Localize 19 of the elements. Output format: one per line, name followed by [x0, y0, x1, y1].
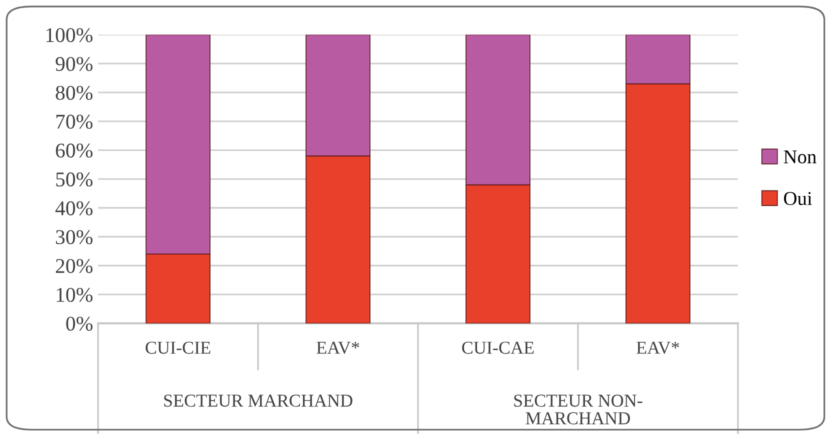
y-tick-label: 70%: [56, 114, 92, 129]
y-tick-label: 100%: [46, 28, 92, 42]
text: SECTEUR MARCHAND: [164, 394, 352, 407]
y-tick-label: 60%: [56, 144, 92, 158]
x-tick-label: CUI-CIE: [146, 342, 210, 354]
y-tick-label: 30%: [56, 230, 92, 244]
y-tick-label: 80%: [56, 86, 92, 100]
y-tick-label: 0%: [66, 316, 92, 331]
y-tick-label: 50%: [56, 172, 92, 187]
y-tick-label: 90%: [56, 56, 92, 72]
legend-label: Non: [784, 150, 816, 164]
y-tick-label: 40%: [55, 201, 92, 216]
x-tick-label: EAV*: [636, 342, 679, 354]
y-tick-label: 10%: [56, 288, 92, 302]
y-tick-label: 20%: [56, 258, 92, 274]
x-tick-label: CUI-CAE: [462, 342, 534, 354]
text: SECTEUR NON- MARCHAND: [514, 394, 642, 424]
legend-label: Oui: [784, 192, 812, 206]
x-tick-label: EAV*: [316, 342, 360, 354]
